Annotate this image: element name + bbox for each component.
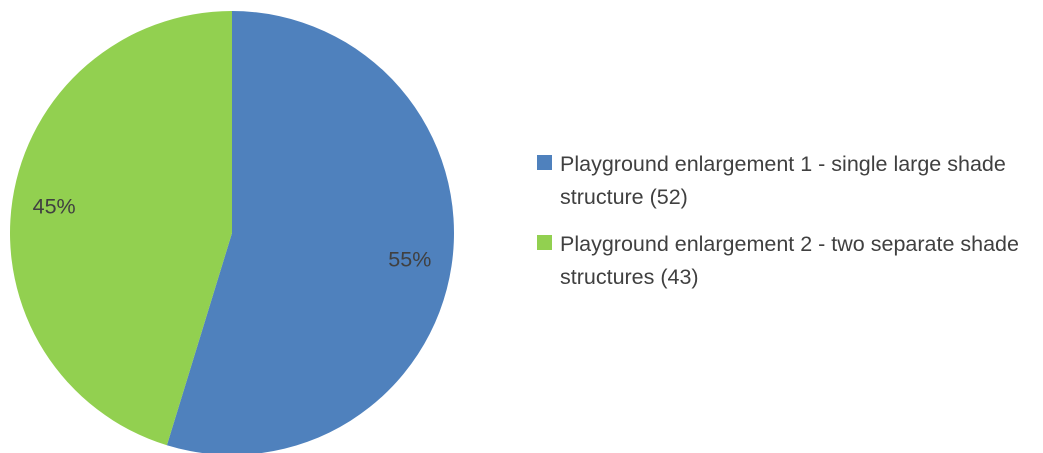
legend-item-2: Playground enlargement 2 - two separate … — [537, 228, 1037, 294]
legend-swatch-2 — [537, 235, 552, 250]
legend-swatch-1 — [537, 155, 552, 170]
slice-percent-label-2: 45% — [33, 194, 76, 218]
chart-legend: Playground enlargement 1 - single large … — [537, 148, 1037, 308]
pie-slice-1 — [166, 11, 454, 453]
legend-item-1: Playground enlargement 1 - single large … — [537, 148, 1037, 214]
legend-label-2: Playground enlargement 2 - two separate … — [560, 232, 1019, 289]
pie-slice-2 — [10, 11, 232, 446]
legend-label-1: Playground enlargement 1 - single large … — [560, 152, 1006, 209]
slice-percent-label-1: 55% — [388, 248, 431, 272]
